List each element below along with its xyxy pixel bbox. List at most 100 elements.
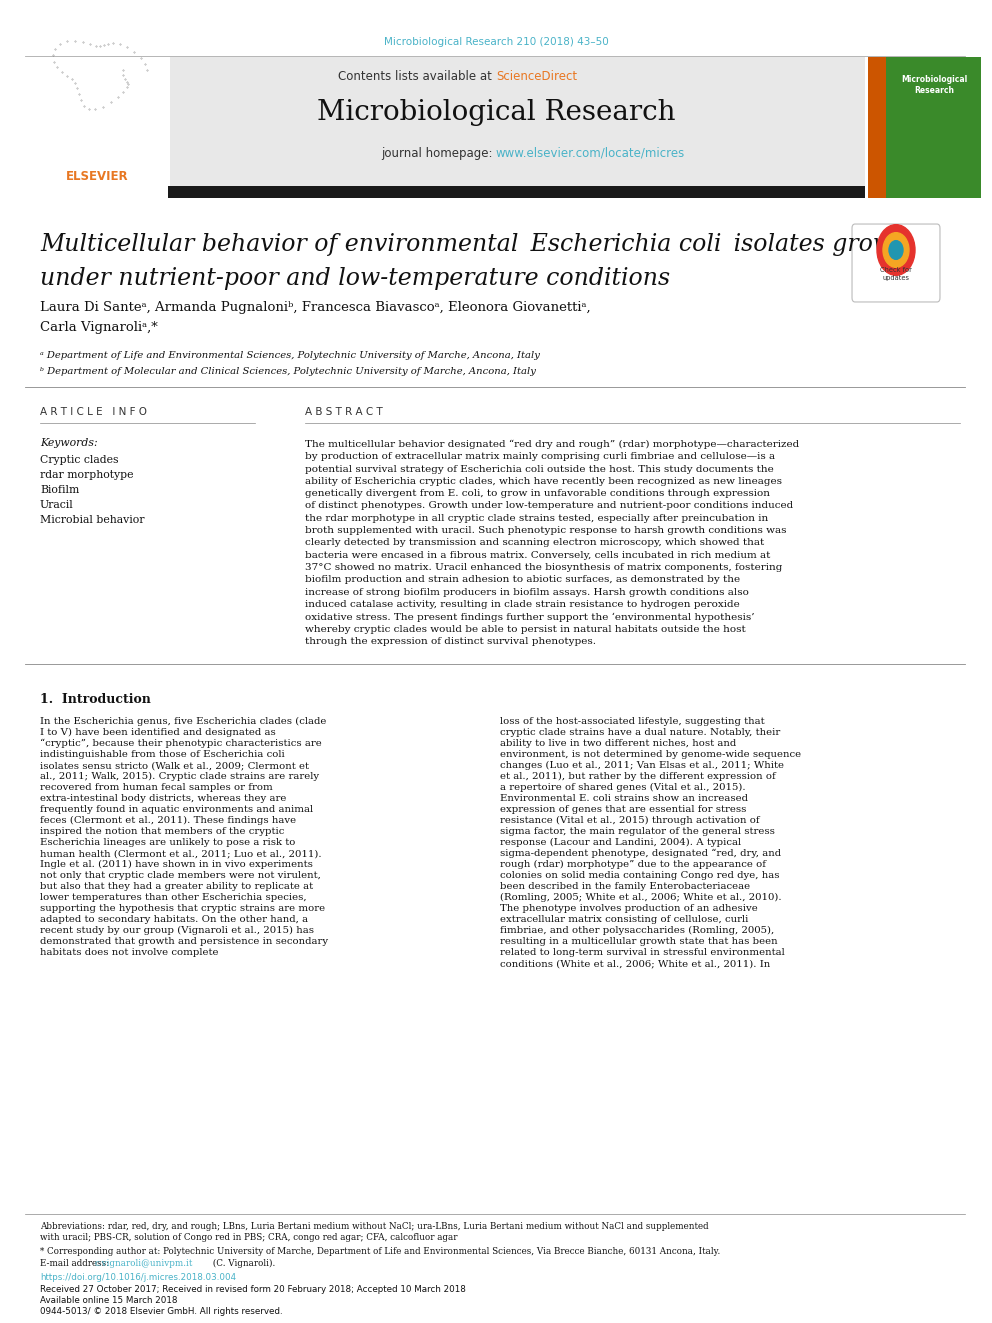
Text: (C. Vignaroli).: (C. Vignaroli). bbox=[210, 1259, 275, 1269]
Text: Check for
updates: Check for updates bbox=[880, 267, 912, 280]
Text: Escherichia lineages are unlikely to pose a risk to: Escherichia lineages are unlikely to pos… bbox=[40, 837, 296, 847]
Text: 0944-5013/ © 2018 Elsevier GmbH. All rights reserved.: 0944-5013/ © 2018 Elsevier GmbH. All rig… bbox=[40, 1307, 283, 1316]
Text: resulting in a multicellular growth state that has been: resulting in a multicellular growth stat… bbox=[500, 937, 778, 946]
Text: ᵃ Department of Life and Environmental Sciences, Polytechnic University of March: ᵃ Department of Life and Environmental S… bbox=[40, 351, 540, 360]
Text: www.elsevier.com/locate/micres: www.elsevier.com/locate/micres bbox=[496, 147, 685, 160]
Text: In the Escherichia genus, five Escherichia clades (clade: In the Escherichia genus, five Escherich… bbox=[40, 717, 326, 726]
FancyBboxPatch shape bbox=[852, 224, 940, 302]
Text: indistinguishable from those of Escherichia coli: indistinguishable from those of Escheric… bbox=[40, 750, 285, 759]
Text: Biofilm: Biofilm bbox=[40, 486, 79, 495]
Text: bacteria were encased in a fibrous matrix. Conversely, cells incubated in rich m: bacteria were encased in a fibrous matri… bbox=[305, 550, 771, 560]
Text: et al., 2011), but rather by the different expression of: et al., 2011), but rather by the differe… bbox=[500, 773, 776, 781]
Text: not only that cryptic clade members were not virulent,: not only that cryptic clade members were… bbox=[40, 871, 320, 880]
Text: adapted to secondary habitats. On the other hand, a: adapted to secondary habitats. On the ot… bbox=[40, 916, 309, 923]
Text: journal homepage:: journal homepage: bbox=[381, 147, 496, 160]
Text: extracellular matrix consisting of cellulose, curli: extracellular matrix consisting of cellu… bbox=[500, 916, 748, 923]
Circle shape bbox=[883, 233, 909, 267]
Text: expression of genes that are essential for stress: expression of genes that are essential f… bbox=[500, 806, 746, 814]
Text: under nutrient-poor and low-temperature conditions: under nutrient-poor and low-temperature … bbox=[40, 266, 671, 290]
Text: Abbreviations: rdar, red, dry, and rough; LBns, Luria Bertani medium without NaC: Abbreviations: rdar, red, dry, and rough… bbox=[40, 1222, 708, 1230]
Text: (Romling, 2005; White et al., 2006; White et al., 2010).: (Romling, 2005; White et al., 2006; Whit… bbox=[500, 893, 782, 902]
Text: Laura Di Santeᵃ, Armanda Pugnaloniᵇ, Francesca Biavascoᵃ, Eleonora Giovanettiᵃ,: Laura Di Santeᵃ, Armanda Pugnaloniᵇ, Fra… bbox=[40, 302, 590, 315]
Text: recent study by our group (Vignaroli et al., 2015) has: recent study by our group (Vignaroli et … bbox=[40, 926, 314, 935]
Text: been described in the family Enterobacteriaceae: been described in the family Enterobacte… bbox=[500, 882, 750, 892]
Text: The multicellular behavior designated “red dry and rough” (rdar) morphotype—char: The multicellular behavior designated “r… bbox=[305, 441, 800, 450]
Text: response (Lacour and Landini, 2004). A typical: response (Lacour and Landini, 2004). A t… bbox=[500, 837, 741, 847]
Text: biofilm production and strain adhesion to abiotic surfaces, as demonstrated by t: biofilm production and strain adhesion t… bbox=[305, 576, 740, 585]
Text: feces (Clermont et al., 2011). These findings have: feces (Clermont et al., 2011). These fin… bbox=[40, 816, 297, 826]
Text: Microbiological Research: Microbiological Research bbox=[316, 99, 676, 127]
Text: changes (Luo et al., 2011; Van Elsas et al., 2011; White: changes (Luo et al., 2011; Van Elsas et … bbox=[500, 761, 784, 770]
Text: Multicellular behavior of environmental  Escherichia coli  isolates grown: Multicellular behavior of environmental … bbox=[40, 233, 909, 257]
Text: of distinct phenotypes. Growth under low-temperature and nutrient-poor condition: of distinct phenotypes. Growth under low… bbox=[305, 501, 794, 511]
Text: ELSEVIER: ELSEVIER bbox=[65, 169, 128, 183]
Text: sigma factor, the main regulator of the general stress: sigma factor, the main regulator of the … bbox=[500, 827, 775, 836]
Text: whereby cryptic clades would be able to persist in natural habitats outside the : whereby cryptic clades would be able to … bbox=[305, 624, 746, 634]
Text: https://doi.org/10.1016/j.micres.2018.03.004: https://doi.org/10.1016/j.micres.2018.03… bbox=[40, 1273, 236, 1282]
Text: by production of extracellular matrix mainly comprising curli fimbriae and cellu: by production of extracellular matrix ma… bbox=[305, 452, 775, 462]
Text: * Corresponding author at: Polytechnic University of Marche, Department of Life : * Corresponding author at: Polytechnic U… bbox=[40, 1248, 720, 1256]
Bar bbox=[25, 57, 168, 198]
Text: rdar morphotype: rdar morphotype bbox=[40, 470, 134, 480]
Text: A B S T R A C T: A B S T R A C T bbox=[305, 407, 383, 417]
Text: al., 2011; Walk, 2015). Cryptic clade strains are rarely: al., 2011; Walk, 2015). Cryptic clade st… bbox=[40, 773, 319, 781]
Bar bbox=[170, 57, 865, 187]
Text: environment, is not determined by genome-wide sequence: environment, is not determined by genome… bbox=[500, 750, 802, 759]
Circle shape bbox=[877, 225, 915, 275]
Text: Keywords:: Keywords: bbox=[40, 438, 97, 448]
Text: the rdar morphotype in all cryptic clade strains tested, especially after preinc: the rdar morphotype in all cryptic clade… bbox=[305, 513, 768, 523]
Text: broth supplemented with uracil. Such phenotypic response to harsh growth conditi: broth supplemented with uracil. Such phe… bbox=[305, 527, 787, 534]
Text: conditions (White et al., 2006; White et al., 2011). In: conditions (White et al., 2006; White et… bbox=[500, 959, 770, 968]
Text: E-mail address:: E-mail address: bbox=[40, 1259, 112, 1267]
Text: demonstrated that growth and persistence in secondary: demonstrated that growth and persistence… bbox=[40, 937, 328, 946]
Bar bbox=[25, 187, 865, 198]
Text: A R T I C L E   I N F O: A R T I C L E I N F O bbox=[40, 407, 147, 417]
Text: frequently found in aquatic environments and animal: frequently found in aquatic environments… bbox=[40, 806, 313, 814]
Text: Microbiological
Research: Microbiological Research bbox=[901, 75, 967, 95]
Text: rough (rdar) morphotype” due to the appearance of: rough (rdar) morphotype” due to the appe… bbox=[500, 860, 766, 869]
Text: 1.  Introduction: 1. Introduction bbox=[40, 693, 151, 705]
Text: resistance (Vital et al., 2015) through activation of: resistance (Vital et al., 2015) through … bbox=[500, 816, 760, 826]
Text: c.vignaroli@univpm.it: c.vignaroli@univpm.it bbox=[95, 1259, 193, 1267]
Text: clearly detected by transmission and scanning electron microscopy, which showed : clearly detected by transmission and sca… bbox=[305, 538, 764, 548]
Text: ability of Escherichia cryptic clades, which have recently been recognized as ne: ability of Escherichia cryptic clades, w… bbox=[305, 476, 782, 486]
Text: habitats does not involve complete: habitats does not involve complete bbox=[40, 949, 218, 957]
Text: ScienceDirect: ScienceDirect bbox=[496, 70, 577, 83]
Text: ability to live in two different niches, host and: ability to live in two different niches,… bbox=[500, 740, 736, 747]
Text: oxidative stress. The present findings further support the ‘environmental hypoth: oxidative stress. The present findings f… bbox=[305, 613, 755, 622]
Circle shape bbox=[889, 241, 903, 259]
Text: a repertoire of shared genes (Vital et al., 2015).: a repertoire of shared genes (Vital et a… bbox=[500, 783, 746, 792]
Text: Uracil: Uracil bbox=[40, 500, 73, 509]
Text: genetically divergent from E. coli, to grow in unfavorable conditions through ex: genetically divergent from E. coli, to g… bbox=[305, 490, 770, 499]
Text: with uracil; PBS-CR, solution of Congo red in PBS; CRA, congo red agar; CFA, cal: with uracil; PBS-CR, solution of Congo r… bbox=[40, 1233, 457, 1242]
Text: Available online 15 March 2018: Available online 15 March 2018 bbox=[40, 1297, 178, 1304]
Text: The phenotype involves production of an adhesive: The phenotype involves production of an … bbox=[500, 904, 758, 913]
Text: potential survival strategy of Escherichia coli outside the host. This study doc: potential survival strategy of Escherich… bbox=[305, 464, 774, 474]
Text: supporting the hypothesis that cryptic strains are more: supporting the hypothesis that cryptic s… bbox=[40, 904, 325, 913]
Text: through the expression of distinct survival phenotypes.: through the expression of distinct survi… bbox=[305, 636, 596, 646]
Text: ᵇ Department of Molecular and Clinical Sciences, Polytechnic University of March: ᵇ Department of Molecular and Clinical S… bbox=[40, 366, 536, 376]
Text: Microbial behavior: Microbial behavior bbox=[40, 515, 145, 525]
Text: Microbiological Research 210 (2018) 43–50: Microbiological Research 210 (2018) 43–5… bbox=[384, 37, 608, 48]
Text: Received 27 October 2017; Received in revised form 20 February 2018; Accepted 10: Received 27 October 2017; Received in re… bbox=[40, 1285, 466, 1294]
Text: colonies on solid media containing Congo red dye, has: colonies on solid media containing Congo… bbox=[500, 871, 780, 880]
Text: sigma-dependent phenotype, designated “red, dry, and: sigma-dependent phenotype, designated “r… bbox=[500, 849, 781, 859]
Text: fimbriae, and other polysaccharides (Romling, 2005),: fimbriae, and other polysaccharides (Rom… bbox=[500, 926, 774, 935]
Bar bbox=[886, 57, 981, 198]
Bar bbox=[868, 57, 886, 198]
Text: Carla Vignaroliᵃ,*: Carla Vignaroliᵃ,* bbox=[40, 321, 158, 335]
Text: loss of the host-associated lifestyle, suggesting that: loss of the host-associated lifestyle, s… bbox=[500, 717, 765, 726]
Text: but also that they had a greater ability to replicate at: but also that they had a greater ability… bbox=[40, 882, 313, 892]
Text: lower temperatures than other Escherichia species,: lower temperatures than other Escherichi… bbox=[40, 893, 307, 902]
Text: Environmental E. coli strains show an increased: Environmental E. coli strains show an in… bbox=[500, 794, 748, 803]
Text: inspired the notion that members of the cryptic: inspired the notion that members of the … bbox=[40, 827, 285, 836]
Text: isolates sensu stricto (Walk et al., 2009; Clermont et: isolates sensu stricto (Walk et al., 200… bbox=[40, 761, 309, 770]
Text: human health (Clermont et al., 2011; Luo et al., 2011).: human health (Clermont et al., 2011; Luo… bbox=[40, 849, 321, 859]
Text: Ingle et al. (2011) have shown in in vivo experiments: Ingle et al. (2011) have shown in in viv… bbox=[40, 860, 312, 869]
Text: 37°C showed no matrix. Uracil enhanced the biosynthesis of matrix components, fo: 37°C showed no matrix. Uracil enhanced t… bbox=[305, 564, 783, 572]
Text: Contents lists available at: Contents lists available at bbox=[338, 70, 496, 83]
Text: extra-intestinal body districts, whereas they are: extra-intestinal body districts, whereas… bbox=[40, 794, 287, 803]
Text: “cryptic”, because their phenotypic characteristics are: “cryptic”, because their phenotypic char… bbox=[40, 740, 321, 749]
Text: increase of strong biofilm producers in biofilm assays. Harsh growth conditions : increase of strong biofilm producers in … bbox=[305, 587, 749, 597]
Text: recovered from human fecal samples or from: recovered from human fecal samples or fr… bbox=[40, 783, 273, 792]
